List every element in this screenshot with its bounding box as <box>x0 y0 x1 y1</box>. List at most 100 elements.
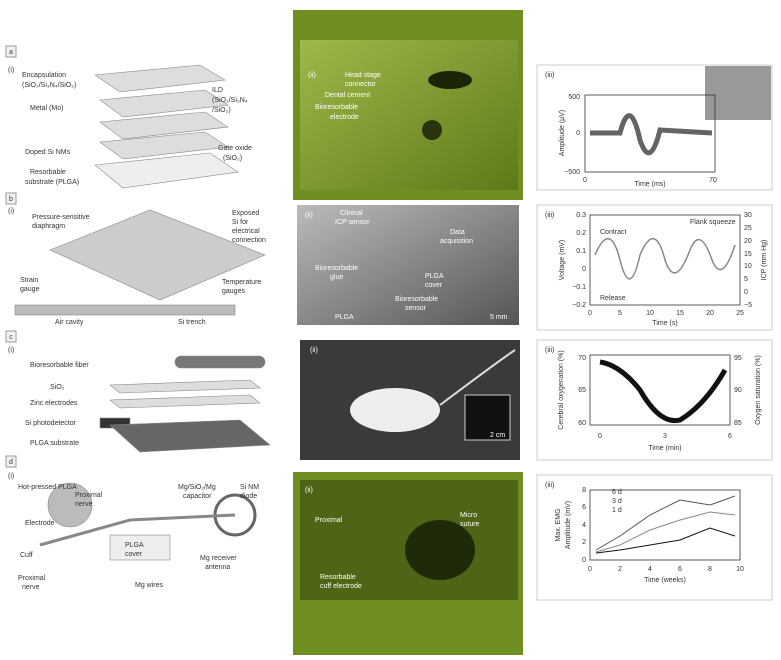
annotation: Electrode <box>25 520 55 527</box>
annotation: 3 d <box>612 498 622 505</box>
subpanel-label: (ii) <box>305 487 313 494</box>
annotation: nerve <box>75 501 93 508</box>
subpanel-label: (iii) <box>545 72 554 79</box>
subpanel-label: (ii) <box>310 347 318 354</box>
annotation: Voltage (mV) <box>559 240 566 280</box>
annotation: glue <box>330 274 343 281</box>
annotation: capacitor <box>183 493 212 500</box>
annotation: /SiO₂) <box>212 107 231 114</box>
annotation: 8 <box>708 566 712 573</box>
annotation: Temperature <box>222 279 261 286</box>
annotation: 60 <box>578 420 586 427</box>
annotation: 0 <box>583 177 587 184</box>
annotation: gauge <box>20 286 40 293</box>
annotation: Time (ms) <box>634 181 665 188</box>
annotation: 500 <box>568 94 580 101</box>
annotation: Resorbable <box>30 169 66 176</box>
annotation: 15 <box>676 310 684 317</box>
annotation: Time (min) <box>648 445 681 452</box>
annotation: 0 <box>744 289 748 296</box>
annotation: electrical <box>232 228 260 235</box>
annotation: Time (weeks) <box>644 577 686 584</box>
annotation: Si NM <box>240 484 259 491</box>
annotation: Zinc electrodes <box>30 400 78 407</box>
annotation: 0.2 <box>576 230 586 237</box>
annotation: Contract <box>600 229 627 236</box>
annotation: Amplitude (µV) <box>559 110 566 156</box>
annotation: 6 <box>582 504 586 511</box>
annotation: 1 d <box>612 507 622 514</box>
annotation: 10 <box>744 263 752 270</box>
annotation: 95 <box>734 355 742 362</box>
annotation: 30 <box>744 212 752 219</box>
annotation: gauges <box>222 288 245 295</box>
annotation: Si trench <box>178 319 206 326</box>
annotation: Gate oxide <box>218 145 252 152</box>
annotation: 0 <box>576 130 580 137</box>
page: a(i)Encapsulation(SiO₂/Si₃N₄/SiO₂)Metal … <box>0 0 781 655</box>
annotation: Si photodetector <box>25 420 77 427</box>
annotation: Hot-pressed PLGA <box>18 484 77 491</box>
annotation: diode <box>240 493 257 500</box>
subpanel-label: (i) <box>8 208 14 215</box>
annotation: substrate (PLGA) <box>25 179 79 186</box>
annotation: Mg/SiO₂/Mg <box>178 484 216 491</box>
annotation: Head stage <box>345 72 381 79</box>
electrode <box>422 120 442 140</box>
annotation: Mg wires <box>135 582 164 589</box>
annotation: (SiO₂/Si₃N₄ <box>212 97 248 104</box>
annotation: Release <box>600 295 626 302</box>
annotation: acquisition <box>440 238 473 245</box>
annotation: 5 <box>744 276 748 283</box>
annotation: Flank squeeze <box>690 219 736 226</box>
annotation: Amplitude (mV) <box>565 501 572 549</box>
annotation: ILD <box>212 87 223 94</box>
annotation: Proximal <box>18 575 46 582</box>
annotation: Data <box>450 229 465 236</box>
annotation: Bioresorbable fiber <box>30 362 89 369</box>
annotation: 0 <box>598 433 602 440</box>
subpanel-label: (ii) <box>308 72 316 79</box>
annotation: −0.1 <box>572 284 586 291</box>
annotation: −500 <box>564 169 580 176</box>
subpanel-label: (i) <box>8 473 14 480</box>
annotation: connection <box>232 237 266 244</box>
annotation: 0 <box>588 310 592 317</box>
annotation: 6 d <box>612 489 622 496</box>
annotation: Bioresorbable <box>315 265 358 272</box>
annotation: 0 <box>582 266 586 273</box>
annotation: diaphragm <box>32 223 65 230</box>
annotation: 6 <box>728 433 732 440</box>
annotation: antenna <box>205 564 230 571</box>
annotation: PLGA <box>125 542 144 549</box>
annotation: Bioresorbable <box>395 296 438 303</box>
annotation: −0.2 <box>572 302 586 309</box>
tissue <box>405 520 475 580</box>
annotation: Time (s) <box>652 320 677 327</box>
annotation: 0.1 <box>576 248 586 255</box>
axes <box>585 95 740 560</box>
annotation: Metal (Mo) <box>30 105 63 112</box>
annotation: connector <box>345 81 376 88</box>
subpanel-label: (i) <box>8 347 14 354</box>
annotation: Strain <box>20 277 38 284</box>
annotation: 85 <box>734 420 742 427</box>
annotation: sensor <box>405 305 427 312</box>
annotation: Si for <box>232 219 249 226</box>
annotation: Air cavity <box>55 319 84 326</box>
annotation: PLGA <box>335 314 354 321</box>
annotation: 10 <box>646 310 654 317</box>
annotation: 3 <box>663 433 667 440</box>
annotation: Oxygen saturation (%) <box>755 355 762 425</box>
annotation: 65 <box>578 387 586 394</box>
annotation: ICP (mm Hg) <box>761 240 768 281</box>
annotation: PLGA substrate <box>30 440 79 447</box>
annotation: cuff electrode <box>320 583 362 590</box>
annotation: 25 <box>744 225 752 232</box>
annotation: Micro <box>460 512 477 519</box>
annotation: cover <box>125 551 143 558</box>
panel-letter: d <box>9 459 13 466</box>
annotation: (SiO₂/Si₃N₄/SiO₂) <box>22 82 76 89</box>
annotation: 0 <box>582 557 586 564</box>
subpanel-label: (iii) <box>545 347 554 354</box>
